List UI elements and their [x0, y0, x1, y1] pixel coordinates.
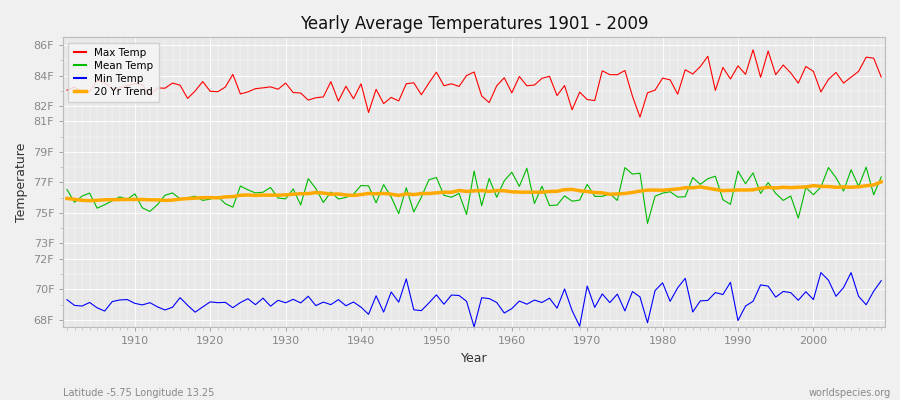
X-axis label: Year: Year [461, 352, 488, 365]
Legend: Max Temp, Mean Temp, Min Temp, 20 Yr Trend: Max Temp, Mean Temp, Min Temp, 20 Yr Tre… [68, 42, 158, 102]
Text: worldspecies.org: worldspecies.org [809, 388, 891, 398]
Text: Latitude -5.75 Longitude 13.25: Latitude -5.75 Longitude 13.25 [63, 388, 214, 398]
Y-axis label: Temperature: Temperature [15, 143, 28, 222]
Title: Yearly Average Temperatures 1901 - 2009: Yearly Average Temperatures 1901 - 2009 [300, 15, 648, 33]
